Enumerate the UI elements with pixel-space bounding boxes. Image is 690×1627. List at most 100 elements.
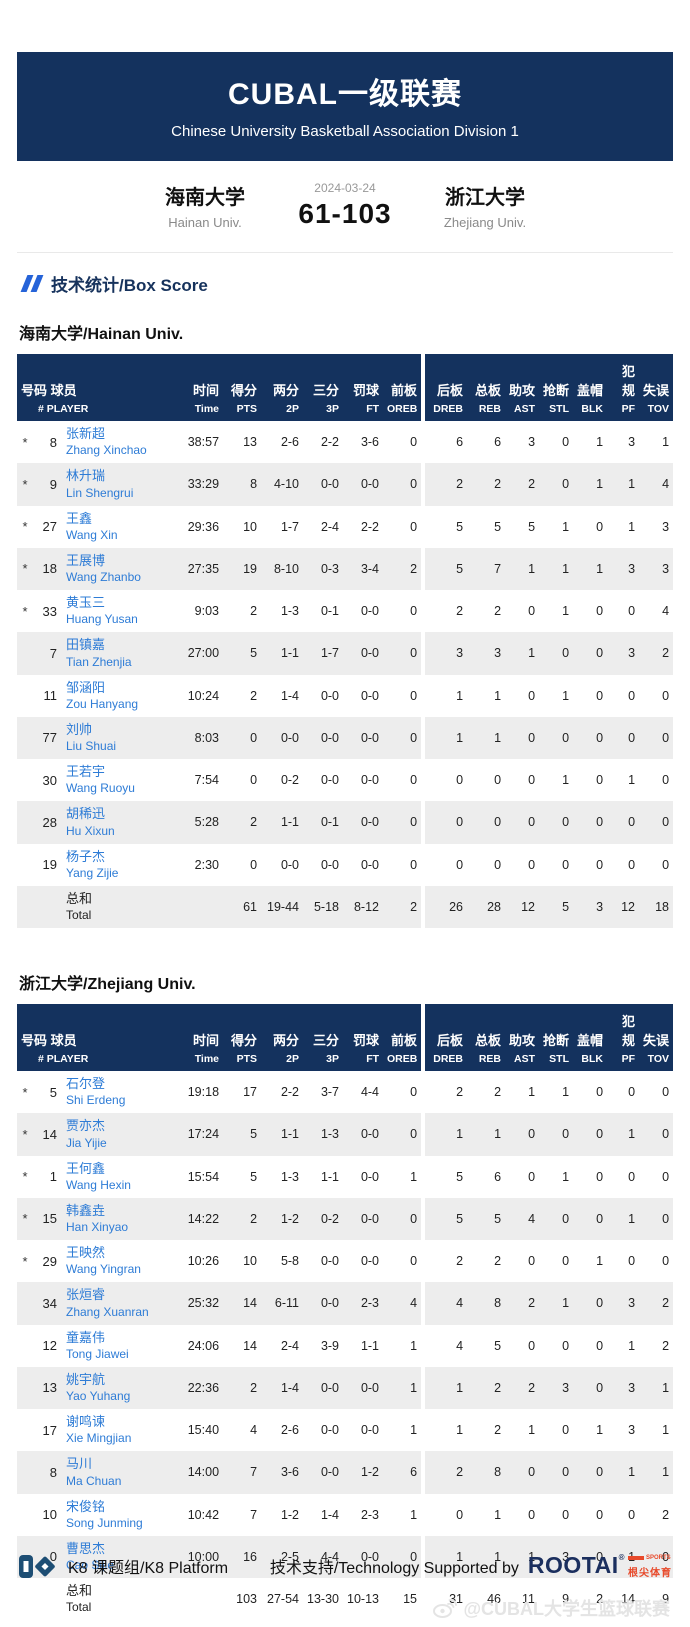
rootai-logo: ROOTAI® SPORTS 根尖体育: [528, 1553, 672, 1579]
stat-time: 15:40: [187, 1423, 220, 1438]
player-name[interactable]: 谢鸣谏 Xie Mingjian: [66, 1414, 132, 1446]
stat-tov: 0: [662, 1211, 670, 1226]
player-name[interactable]: 童嘉伟 Tong Jiawei: [66, 1329, 129, 1361]
stat-pf: 3: [628, 435, 636, 450]
player-name[interactable]: 田镇嘉 Tian Zhenjia: [66, 637, 132, 669]
stat-pf: 3: [628, 1296, 636, 1311]
stat-blk: 1: [596, 561, 604, 576]
column-header-oreb: 前板 OREB: [383, 1004, 424, 1071]
stat-oreb: 0: [410, 1211, 418, 1226]
starter-mark: *: [22, 561, 28, 577]
stat-pts: 10: [243, 519, 258, 534]
stat-stl: 3: [562, 1549, 570, 1564]
stat-stl: 0: [562, 815, 570, 830]
player-name[interactable]: 姚宇航 Yao Yuhang: [66, 1371, 131, 1403]
stat-pf: 3: [628, 646, 636, 661]
stat-dreb: 26: [421, 885, 468, 928]
player-name[interactable]: 邹涵阳 Zou Hanyang: [66, 679, 139, 711]
column-header-pf: 犯规 PF: [607, 354, 640, 421]
stat-time: 17:24: [187, 1127, 220, 1142]
player-name[interactable]: 张新超 Zhang Xinchao: [66, 426, 147, 458]
stat-pf: 1: [628, 1338, 636, 1353]
stat-3p: 1-3: [320, 1127, 340, 1142]
stat-ast: 2: [528, 1296, 536, 1311]
stat-time: 9:03: [194, 604, 220, 619]
player-name[interactable]: 王何鑫 Wang Hexin: [66, 1160, 131, 1192]
player-name[interactable]: 王鑫 Wang Xin: [66, 510, 118, 542]
stat-tov: 2: [662, 646, 670, 661]
stat-2p: 27-54: [267, 1592, 300, 1607]
stat-time: 25:32: [187, 1296, 220, 1311]
stat-pts: 2: [250, 1380, 258, 1395]
stat-pf: 0: [628, 730, 636, 745]
stat-tov: 0: [662, 815, 670, 830]
stat-oreb: 0: [410, 519, 418, 534]
stat-oreb: 0: [410, 857, 418, 872]
stat-oreb: 0: [410, 688, 418, 703]
section-title: 技术统计/Box Score: [51, 276, 208, 295]
stat-2p: 2-6: [280, 435, 300, 450]
stat-tov: 0: [662, 1169, 670, 1184]
player-name[interactable]: 石尔登 Shi Erdeng: [66, 1076, 126, 1108]
player-name[interactable]: 王映然 Wang Yingran: [66, 1245, 141, 1277]
player-name[interactable]: 杨子杰 Yang Zijie: [66, 848, 119, 880]
jersey-number: 29: [42, 1253, 57, 1269]
player-name[interactable]: 胡稀迅 Hu Xixun: [66, 806, 115, 838]
stat-2p: 8-10: [273, 561, 300, 576]
stat-2p: 1-1: [280, 815, 300, 830]
away-team-name-en: Zhejiang Univ.: [443, 215, 527, 230]
stat-oreb: 4: [410, 1296, 418, 1311]
stat-ft: 0-0: [360, 1254, 380, 1269]
player-row: 7 田镇嘉 Tian Zhenjia 27:00 5 1-1 1-7 0-0 0 3 3 1 0 0 3 2: [17, 632, 674, 675]
stat-pf: 0: [628, 815, 636, 830]
total-label: 总和 Total: [66, 1583, 93, 1615]
stat-reb: 5: [494, 1338, 502, 1353]
stat-blk: 0: [596, 857, 604, 872]
starter-mark: *: [22, 1084, 28, 1100]
technology-support: 技术支持/Technology Supported by ROOTAI® SPO…: [270, 1553, 672, 1579]
player-name[interactable]: 王若宇 Wang Ruoyu: [66, 764, 135, 796]
column-header-3p: 三分 3P: [303, 1004, 344, 1071]
stat-blk: 0: [596, 646, 604, 661]
column-header-pts: 得分 PTS: [223, 354, 262, 421]
stat-ast: 0: [528, 730, 536, 745]
jersey-number: 15: [42, 1211, 57, 1227]
stat-stl: 1: [562, 519, 570, 534]
column-header-stl: 抢断 STL: [539, 354, 574, 421]
player-name[interactable]: 韩鑫垚 Han Xinyao: [66, 1202, 129, 1234]
column-header-player: 号码 球员 # PLAYER: [17, 1004, 172, 1071]
player-name[interactable]: 马川 Ma Chuan: [66, 1456, 122, 1488]
stat-stl: 0: [562, 1507, 570, 1522]
stat-ft: 0-0: [360, 688, 380, 703]
stat-time: 15:54: [187, 1169, 220, 1184]
stat-pts: 2: [250, 688, 258, 703]
stat-pf: 0: [628, 1507, 636, 1522]
home-team-name-en: Hainan Univ.: [168, 215, 242, 230]
stat-pf: 0: [628, 1169, 636, 1184]
stat-dreb: 0: [421, 843, 468, 886]
player-name[interactable]: 王展博 Wang Zhanbo: [66, 552, 141, 584]
stat-tov: 2: [662, 1296, 670, 1311]
stat-ast: 0: [528, 1338, 536, 1353]
stat-dreb: 1: [421, 716, 468, 759]
stat-oreb: 1: [410, 1507, 418, 1522]
player-name[interactable]: 贾亦杰 Jia Yijie: [66, 1118, 107, 1150]
stat-oreb: 2: [410, 899, 418, 914]
player-name[interactable]: 林升瑞 Lin Shengrui: [66, 468, 134, 500]
player-name[interactable]: 宋俊铭 Song Junming: [66, 1498, 143, 1530]
rootai-bar: [628, 1555, 644, 1560]
player-name[interactable]: 刘帅 Liu Shuai: [66, 721, 117, 753]
stat-2p: 1-2: [280, 1211, 300, 1226]
player-name[interactable]: 黄玉三 Huang Yusan: [66, 595, 138, 627]
stat-time: [171, 1578, 223, 1620]
stat-reb: 6: [494, 435, 502, 450]
box-score-table-zhejiang: 号码 球员 # PLAYER 时间 Time 得分 PTS 两分 2P 三分 3P 罚球 FT 前板 OR…: [17, 1004, 674, 1621]
stat-ast: 0: [528, 1254, 536, 1269]
stat-blk: 1: [596, 477, 604, 492]
starter-mark: *: [22, 603, 28, 619]
player-name[interactable]: 张烜睿 Zhang Xuanran: [66, 1287, 149, 1319]
stat-oreb: 0: [410, 815, 418, 830]
player-name[interactable]: 曹思杰 Cao Sijie: [66, 1540, 115, 1572]
stat-pts: 14: [243, 1296, 258, 1311]
stat-blk: 0: [596, 815, 604, 830]
